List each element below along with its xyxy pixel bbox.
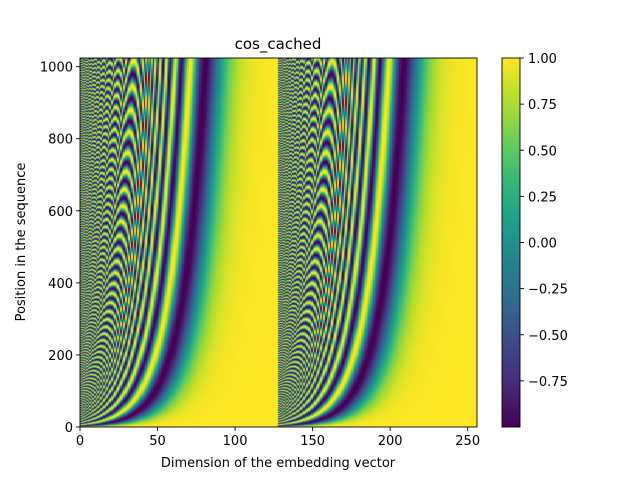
colorbar-tick-label: 0.75 — [528, 98, 557, 113]
y-tick-label: 200 — [48, 349, 73, 364]
colorbar-fill — [502, 58, 520, 427]
colorbar-tick-label: −0.25 — [528, 283, 568, 298]
y-axis: 0 200 400 600 800 1000 — [40, 61, 80, 436]
plot-area — [79, 57, 478, 428]
x-tick-label: 100 — [223, 434, 248, 449]
colorbar-tick-label: 0.50 — [528, 144, 557, 159]
colorbar-tick-label: 0.00 — [528, 237, 557, 252]
x-axis: 0 50 100 150 200 250 — [76, 427, 480, 449]
colorbar-tick-label: −0.75 — [528, 375, 568, 390]
y-tick-label: 0 — [65, 421, 73, 436]
y-tick-label: 800 — [48, 133, 73, 148]
plot-frame — [79, 57, 478, 428]
colorbar-tick-label: 0.25 — [528, 190, 557, 205]
heatmap — [80, 58, 477, 427]
x-tick-label: 0 — [76, 434, 84, 449]
chart-title: cos_cached — [235, 35, 322, 54]
y-tick-label: 400 — [48, 277, 73, 292]
x-tick-label: 50 — [149, 434, 166, 449]
x-tick-label: 200 — [378, 434, 403, 449]
y-tick-label: 1000 — [40, 61, 73, 76]
heatmap-canvas — [80, 58, 477, 427]
colorbar-ticks: 1.00 0.75 0.50 0.25 0.00 −0.25 −0.50 −0.75 — [520, 52, 568, 390]
x-axis-label: Dimension of the embedding vector — [161, 456, 396, 471]
colorbar: 1.00 0.75 0.50 0.25 0.00 −0.25 −0.50 −0.75 — [501, 52, 568, 428]
colorbar-tick-label: −0.50 — [528, 329, 568, 344]
x-tick-label: 150 — [300, 434, 325, 449]
y-tick-label: 600 — [48, 205, 73, 220]
colorbar-tick-label: 1.00 — [528, 52, 557, 67]
y-axis-label: Position in the sequence — [14, 163, 29, 322]
x-tick-label: 250 — [455, 434, 480, 449]
